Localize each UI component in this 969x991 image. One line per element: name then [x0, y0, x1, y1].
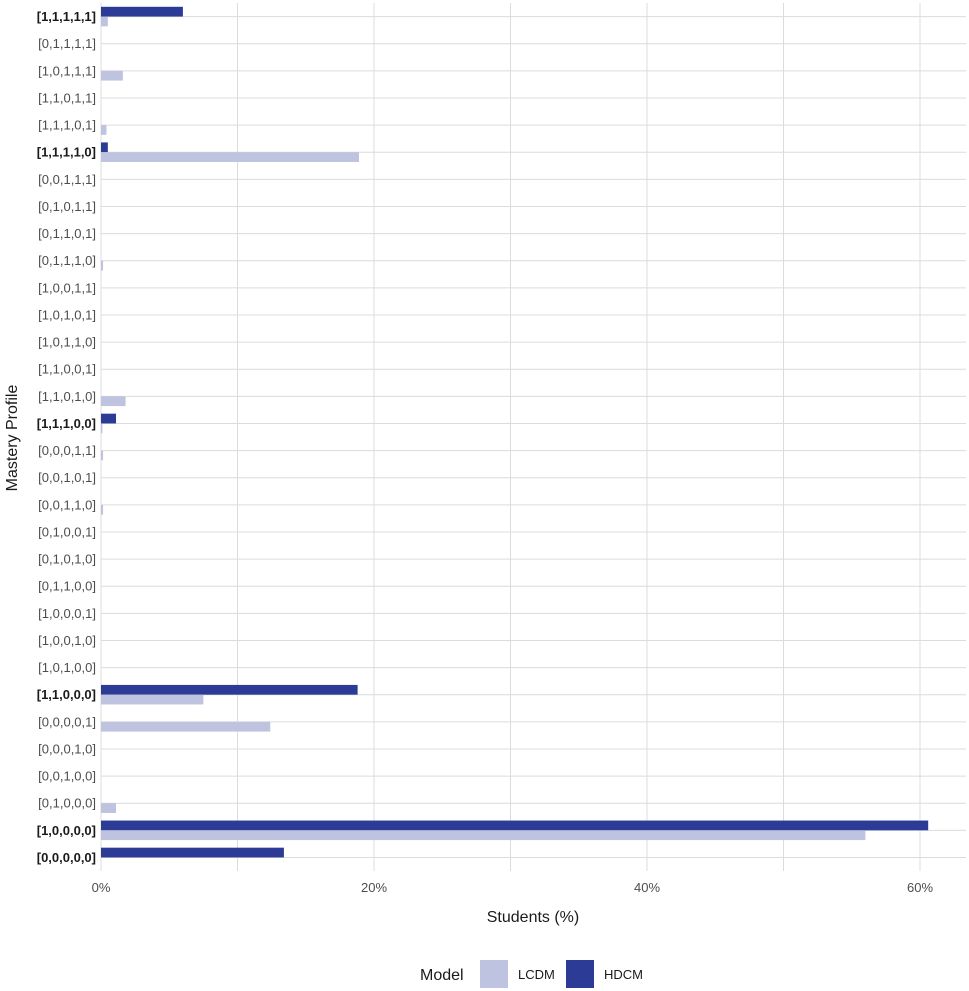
- y-tick-label-1-0-1-0-1: [1,0,1,0,1]: [38, 307, 96, 322]
- legend-title: Model: [420, 967, 464, 984]
- legend-swatch-lcdm: [480, 960, 508, 988]
- y-tick-label-1-0-0-0-1: [1,0,0,0,1]: [38, 606, 96, 621]
- y-tick-label-0-0-1-1-1: [0,0,1,1,1]: [38, 172, 96, 187]
- grid-lines: [100, 3, 966, 871]
- bar-lcdm-0-1-1-1-0: [101, 260, 104, 271]
- x-tick-label-20: 20%: [361, 880, 387, 895]
- bar-lcdm-0-0-0-1-1: [101, 450, 104, 461]
- y-tick-label-0-0-0-0-0: [0,0,0,0,0]: [37, 850, 96, 865]
- x-tick-label-40: 40%: [634, 880, 660, 895]
- y-tick-label-1-1-0-0-0: [1,1,0,0,0]: [37, 687, 96, 702]
- y-tick-label-1-1-1-1-0: [1,1,1,1,0]: [37, 145, 96, 160]
- y-tick-label-0-0-0-1-0: [0,0,0,1,0]: [38, 741, 96, 756]
- y-tick-label-0-0-0-1-1: [0,0,0,1,1]: [38, 443, 96, 458]
- x-tick-label-0: 0%: [92, 880, 111, 895]
- legend-label-lcdm: LCDM: [518, 967, 555, 982]
- bar-lcdm-1-1-0-0-0: [101, 694, 204, 705]
- y-tick-label-0-1-1-1-0: [0,1,1,1,0]: [38, 253, 96, 268]
- bars: [101, 6, 929, 858]
- y-tick-label-1-1-1-0-0: [1,1,1,0,0]: [37, 416, 96, 431]
- bar-hdcm-1-1-1-1-0: [101, 142, 108, 153]
- bar-lcdm-1-0-0-0-0: [101, 830, 866, 841]
- bar-lcdm-1-1-1-0-1: [101, 125, 107, 135]
- y-tick-label-1-0-1-1-0: [1,0,1,1,0]: [38, 335, 96, 350]
- y-tick-label-1-1-1-0-1: [1,1,1,0,1]: [38, 118, 96, 133]
- bar-lcdm-1-1-1-0-0: [101, 423, 103, 434]
- y-tick-label-1-0-1-1-1: [1,0,1,1,1]: [38, 63, 96, 78]
- bar-lcdm-0-0-0-0-1: [101, 721, 271, 732]
- bar-hdcm-1-1-0-0-0: [101, 684, 358, 695]
- y-tick-label-0-1-1-0-1: [0,1,1,0,1]: [38, 226, 96, 241]
- y-tick-labels: [1,1,1,1,1] [0,1,1,1,1] [1,0,1,1,1] [1,1,0,…: [37, 9, 96, 865]
- legend-swatch-hdcm: [566, 960, 594, 988]
- y-tick-label-0-0-1-0-0: [0,0,1,0,0]: [38, 769, 96, 784]
- bar-hdcm-0-0-0-0-0: [101, 847, 284, 858]
- legend-label-hdcm: HDCM: [604, 967, 643, 982]
- y-tick-label-0-0-1-0-1: [0,0,1,0,1]: [38, 470, 96, 485]
- x-tick-label-60: 60%: [907, 880, 933, 895]
- bar-lcdm-1-0-1-1-1: [101, 70, 123, 81]
- y-tick-label-1-0-0-0-0: [1,0,0,0,0]: [37, 823, 96, 838]
- x-axis-title: Students (%): [487, 909, 579, 926]
- bar-hdcm-1-0-0-0-0: [101, 820, 929, 831]
- y-tick-label-0-1-0-1-1: [0,1,0,1,1]: [38, 199, 96, 214]
- bar-lcdm-1-1-1-1-0: [101, 152, 359, 162]
- y-tick-label-1-0-1-0-0: [1,0,1,0,0]: [38, 660, 96, 675]
- bar-lcdm-1-1-1-1-1: [101, 16, 108, 27]
- y-tick-label-0-1-0-1-0: [0,1,0,1,0]: [38, 552, 96, 567]
- y-tick-label-1-1-1-1-1: [1,1,1,1,1]: [37, 9, 96, 24]
- bar-lcdm-0-1-0-0-0: [101, 803, 117, 813]
- x-tick-labels: 0% 20% 40% 60%: [92, 880, 934, 895]
- legend-items: LCDM HDCM: [480, 960, 643, 988]
- y-tick-label-0-0-0-0-1: [0,0,0,0,1]: [38, 714, 96, 729]
- y-tick-label-1-0-0-1-0: [1,0,0,1,0]: [38, 633, 96, 648]
- y-tick-label-1-1-0-1-0: [1,1,0,1,0]: [38, 389, 96, 404]
- y-tick-label-1-1-0-0-1: [1,1,0,0,1]: [38, 362, 96, 377]
- y-tick-label-1-0-0-1-1: [1,0,0,1,1]: [38, 280, 96, 295]
- bar-hdcm-1-1-1-1-1: [101, 6, 183, 17]
- y-tick-label-0-1-1-1-1: [0,1,1,1,1]: [38, 36, 96, 51]
- y-tick-label-0-1-0-0-1: [0,1,0,0,1]: [38, 524, 96, 539]
- bar-lcdm-1-1-0-1-0: [101, 396, 126, 407]
- y-axis-title: Mastery Profile: [4, 385, 21, 492]
- y-tick-label-0-0-1-1-0: [0,0,1,1,0]: [38, 497, 96, 512]
- y-tick-label-0-1-1-0-0: [0,1,1,0,0]: [38, 579, 96, 594]
- y-tick-label-1-1-0-1-1: [1,1,0,1,1]: [38, 90, 96, 105]
- legend: Model LCDM HDCM: [420, 960, 643, 988]
- bar-lcdm-0-0-1-1-0: [101, 504, 104, 515]
- bar-hdcm-1-1-1-0-0: [101, 413, 117, 424]
- y-tick-label-0-1-0-0-0: [0,1,0,0,0]: [38, 796, 96, 811]
